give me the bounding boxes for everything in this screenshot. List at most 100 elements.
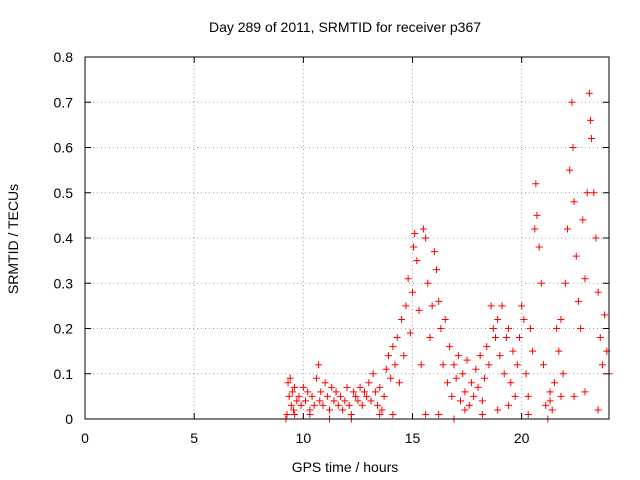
- data-point: [350, 388, 358, 396]
- data-point: [507, 379, 515, 387]
- y-axis-label: SRMTID / TECUs: [5, 184, 21, 294]
- data-point: [367, 397, 375, 405]
- data-point: [422, 234, 430, 242]
- data-point: [336, 392, 344, 400]
- data-point: [330, 397, 338, 405]
- data-point: [585, 89, 593, 97]
- data-point: [461, 406, 469, 414]
- data-point: [548, 406, 556, 414]
- data-point: [376, 383, 384, 391]
- data-point: [400, 352, 408, 360]
- y-tick-label: 0.6: [54, 140, 74, 156]
- data-point: [518, 302, 526, 310]
- data-point: [422, 410, 430, 418]
- data-point: [283, 410, 291, 418]
- data-point: [450, 361, 458, 369]
- data-point: [290, 406, 298, 414]
- y-tick-label: 0.7: [54, 94, 74, 110]
- data-point: [371, 388, 379, 396]
- axis-ticks: [84, 56, 609, 420]
- data-point: [411, 229, 419, 237]
- data-point: [581, 388, 589, 396]
- data-point: [592, 234, 600, 242]
- x-tick-label: 5: [190, 430, 198, 446]
- data-point: [435, 297, 443, 305]
- data-point: [319, 401, 327, 409]
- y-tick-label: 0.5: [54, 185, 74, 201]
- data-point: [297, 401, 305, 409]
- data-point: [461, 388, 469, 396]
- data-point: [598, 361, 606, 369]
- data-point: [446, 343, 454, 351]
- data-point: [574, 297, 582, 305]
- data-point: [483, 343, 491, 351]
- data-point: [596, 334, 604, 342]
- data-point: [302, 397, 310, 405]
- data-point: [393, 334, 401, 342]
- data-point: [323, 392, 331, 400]
- data-point: [459, 370, 467, 378]
- data-point: [443, 379, 451, 387]
- data-point: [415, 306, 423, 314]
- data-point: [457, 397, 465, 405]
- data-point: [569, 144, 577, 151]
- data-point: [570, 392, 578, 400]
- data-point: [369, 370, 377, 378]
- data-point: [463, 356, 471, 364]
- data-point: [398, 315, 406, 323]
- x-tick-label: 10: [296, 430, 312, 446]
- data-point: [437, 325, 445, 332]
- data-point: [481, 374, 489, 382]
- data-point: [334, 401, 342, 409]
- data-point: [586, 116, 594, 124]
- data-point: [326, 406, 334, 414]
- data-point: [524, 410, 532, 418]
- data-point: [378, 406, 386, 414]
- data-point: [328, 383, 336, 391]
- data-point: [579, 216, 587, 224]
- data-point: [389, 343, 397, 351]
- data-point: [489, 325, 497, 332]
- data-point: [476, 352, 484, 360]
- data-point: [502, 334, 510, 342]
- data-point: [356, 383, 364, 391]
- data-point: [295, 392, 303, 400]
- data-point: [520, 315, 528, 323]
- data-point: [299, 383, 307, 391]
- y-tick-label: 0.1: [54, 366, 74, 382]
- data-point: [557, 392, 565, 400]
- data-point: [511, 392, 519, 400]
- chart-title: Day 289 of 2011, SRMTID for receiver p36…: [209, 19, 481, 35]
- data-point: [285, 392, 293, 400]
- data-point: [566, 166, 574, 174]
- data-point: [310, 401, 318, 409]
- x-axis-label: GPS time / hours: [292, 459, 399, 475]
- data-point: [332, 388, 340, 396]
- data-point: [601, 311, 609, 319]
- data-point: [417, 361, 425, 369]
- data-point: [365, 379, 373, 387]
- data-point: [470, 392, 478, 400]
- data-point: [284, 379, 292, 387]
- data-point: [570, 198, 578, 206]
- data-points: [282, 89, 613, 423]
- plot-frame: [84, 56, 610, 420]
- data-point: [524, 392, 532, 400]
- data-point: [406, 329, 414, 337]
- data-point: [306, 410, 314, 418]
- data-point: [577, 325, 585, 332]
- x-tick-label: 0: [81, 430, 89, 446]
- data-point: [561, 279, 569, 287]
- y-tick-label: 0.4: [54, 230, 74, 246]
- data-point: [312, 374, 320, 382]
- data-point: [588, 134, 596, 142]
- data-point: [546, 388, 554, 396]
- data-point: [555, 347, 563, 355]
- x-tick-label: 20: [514, 430, 530, 446]
- data-point: [308, 392, 316, 400]
- data-point: [494, 315, 502, 323]
- data-point: [321, 379, 329, 387]
- data-point: [491, 334, 499, 342]
- data-point: [374, 401, 382, 409]
- data-point: [358, 401, 366, 409]
